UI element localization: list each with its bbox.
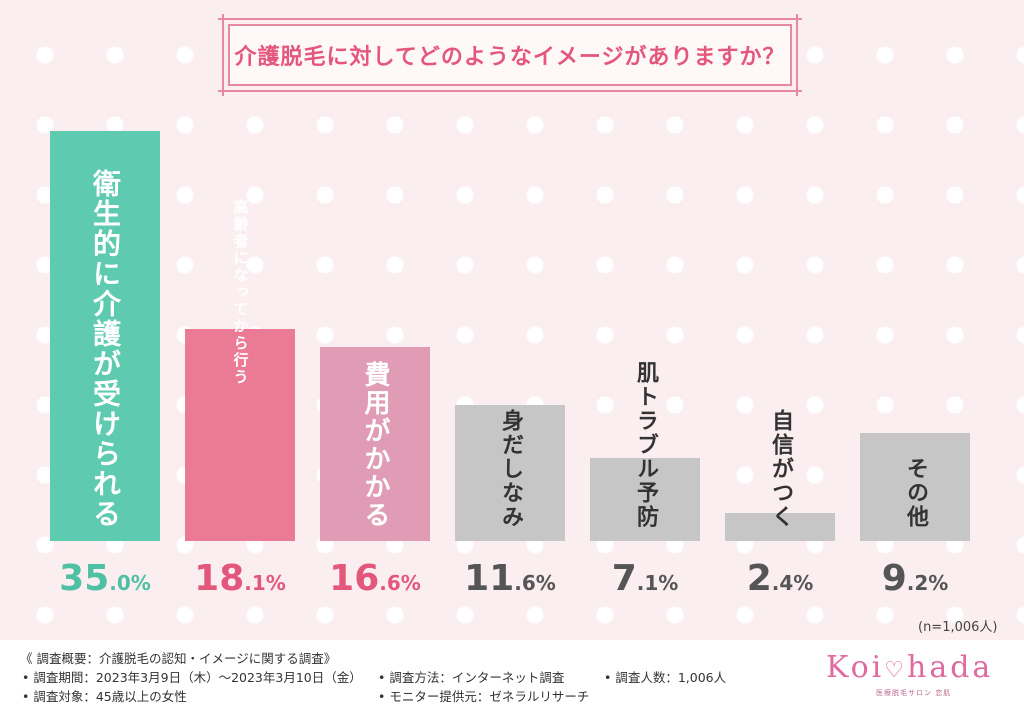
bar-label-2: 費用がかかる [360,361,390,529]
survey-target: • 調査対象：45歳以上の女性 [22,689,187,704]
value-label-0: 35.0% [59,558,151,599]
value-label-5: 2.4% [746,558,814,599]
bar-label-0: 衛生的に介護が受けられる [89,169,122,529]
bar-label-4: 肌トラブル予防 [633,361,658,529]
survey-period: • 調査期間：2023年3月9日（木）〜2023年3月10日（金） [22,670,362,685]
logo-subtitle: 医療脱毛サロン 恋肌 [876,689,952,697]
bar-5 [725,512,835,541]
title-frame: 介護脱毛に対してどのようなイメージがありますか？ [218,14,802,96]
bar-1 [185,328,295,541]
title-panel: 介護脱毛に対してどのようなイメージがありますか？ [228,24,792,86]
survey-heading: 《 調査概要：介護脱毛の認知・イメージに関する調査》 [20,651,337,666]
logo-text-left: Koi [826,650,885,685]
bar-4 [590,457,700,541]
value-label-1: 18.1% [194,558,286,599]
bar-6 [860,433,970,541]
bar-label-3: 身だしなみ [498,409,523,529]
bar-2 [320,346,430,541]
value-label-3: 11.6% [464,558,556,599]
sample-size-note: (n=1,006人) [918,620,998,635]
survey-method: • 調査方法：インターネット調査 [378,670,565,685]
survey-count: • 調査人数：1,006人 [604,670,727,685]
heart-icon: ♡ [884,658,907,683]
logo-text-right: hada [907,650,994,685]
survey-monitor: • モニター提供元：ゼネラルリサーチ [378,689,590,704]
survey-footer: 《 調査概要：介護脱毛の認知・イメージに関する調査》 • 調査期間：2023年3… [0,640,1024,705]
bar-label-6: その他 [903,457,928,529]
value-label-4: 7.1% [611,558,679,599]
value-label-2: 16.6% [329,558,421,599]
value-label-6: 9.2% [881,558,949,599]
bar-label-5: 自信がつく [768,409,793,529]
chart-title: 介護脱毛に対してどのようなイメージがありますか？ [234,45,786,70]
brand-logo: Koi♡hada 医療脱毛サロン 恋肌 [826,650,996,697]
bar-0 [50,131,160,541]
bar-3 [455,405,565,541]
chart-background [0,0,1024,640]
bar-label-1: 高齢者になってから行う [231,198,250,386]
bar-chart: 衛生的に介護が受けられる 35.0% 高齢者になってから行う 18.1% 費用がかかる 1… [50,131,970,599]
